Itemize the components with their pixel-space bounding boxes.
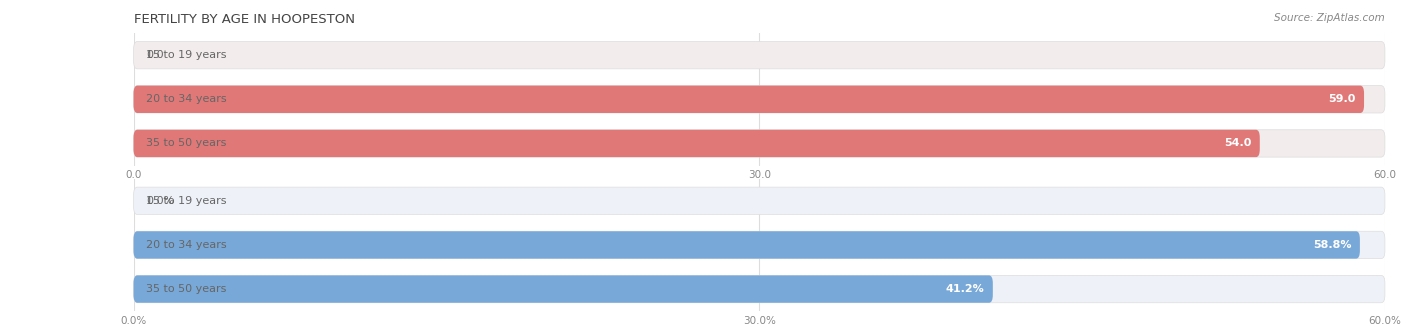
Text: 15 to 19 years: 15 to 19 years — [146, 50, 226, 60]
FancyBboxPatch shape — [134, 231, 1360, 259]
Text: 58.8%: 58.8% — [1313, 240, 1351, 250]
Text: 20 to 34 years: 20 to 34 years — [146, 94, 226, 104]
FancyBboxPatch shape — [134, 130, 1260, 157]
FancyBboxPatch shape — [134, 130, 1385, 157]
Text: 35 to 50 years: 35 to 50 years — [146, 284, 226, 294]
Text: 0.0%: 0.0% — [146, 196, 174, 206]
FancyBboxPatch shape — [134, 231, 1385, 259]
FancyBboxPatch shape — [134, 275, 1385, 303]
Text: Source: ZipAtlas.com: Source: ZipAtlas.com — [1274, 13, 1385, 23]
Text: FERTILITY BY AGE IN HOOPESTON: FERTILITY BY AGE IN HOOPESTON — [134, 13, 354, 26]
FancyBboxPatch shape — [134, 41, 1385, 69]
Text: 0.0: 0.0 — [146, 50, 163, 60]
Text: 59.0: 59.0 — [1329, 94, 1355, 104]
Text: 35 to 50 years: 35 to 50 years — [146, 138, 226, 148]
FancyBboxPatch shape — [134, 86, 1364, 113]
FancyBboxPatch shape — [134, 187, 1385, 214]
FancyBboxPatch shape — [134, 86, 1385, 113]
Text: 54.0: 54.0 — [1225, 138, 1251, 148]
Text: 41.2%: 41.2% — [946, 284, 984, 294]
Text: 15 to 19 years: 15 to 19 years — [146, 196, 226, 206]
FancyBboxPatch shape — [134, 275, 993, 303]
Text: 20 to 34 years: 20 to 34 years — [146, 240, 226, 250]
